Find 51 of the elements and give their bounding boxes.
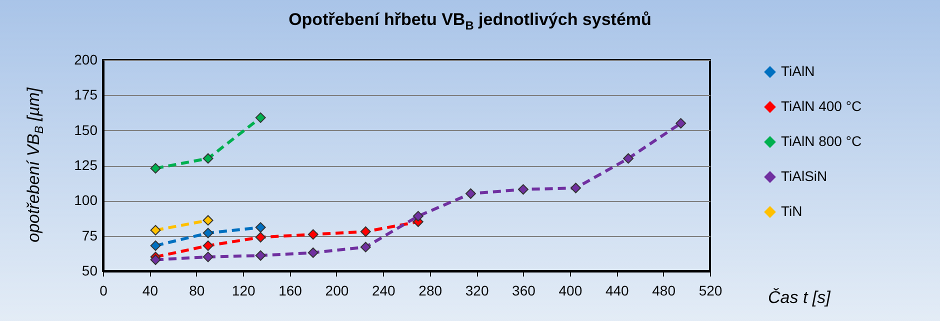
point [202,228,214,238]
y-tick-label: 175 [74,86,98,103]
point [308,247,318,258]
x-tick-label: 80 [189,282,205,298]
point [202,215,214,226]
point [150,163,161,174]
point [308,229,318,240]
point [255,232,266,242]
point [360,226,371,237]
y-tick-label: 50 [82,262,98,278]
point [150,254,161,265]
y-tick-label: 200 [74,52,98,68]
legend-label: TiN [781,203,802,219]
point [465,188,476,199]
point [202,252,214,262]
y-tick-label: 75 [82,227,98,244]
y-tick-label: 150 [74,122,98,138]
x-tick-label: 200 [325,282,349,298]
point [255,222,266,233]
x-tick-label: 400 [558,282,582,298]
point [412,210,424,222]
point [360,242,371,252]
x-tick-label: 520 [698,282,722,298]
x-tick-label: 440 [605,282,630,298]
point [255,250,266,261]
x-tick-label: 40 [142,282,158,298]
x-tick-label: 0 [100,282,108,298]
legend-label: TiAlN 400 °C [781,98,862,114]
x-tick-label: 360 [512,282,536,298]
point [255,112,266,123]
y-tick-label: 100 [74,192,98,208]
point [676,118,686,129]
point [518,184,528,195]
x-tick-label: 120 [232,282,256,298]
x-tick-label: 240 [372,282,396,298]
legend-label: TiAlN 800 °C [781,133,862,149]
point [570,182,582,194]
chart-title: Opotřebení hřbetu VB$_{B}$ jednotlivých systémů [288,10,652,32]
x-axis-title: Čas t [s] [768,288,830,308]
point [150,224,161,236]
legend-label: TiAlN [781,63,815,79]
x-tick-label: 480 [652,282,676,298]
x-tick-label: 160 [278,282,302,298]
legend-label: TiAlSiN [781,168,828,184]
point [202,153,214,164]
y-tick-label: 125 [74,157,98,173]
x-tick-label: 280 [418,282,442,298]
x-tick-label: 320 [465,282,489,298]
point [150,240,161,251]
point [623,153,634,164]
point [202,240,214,251]
